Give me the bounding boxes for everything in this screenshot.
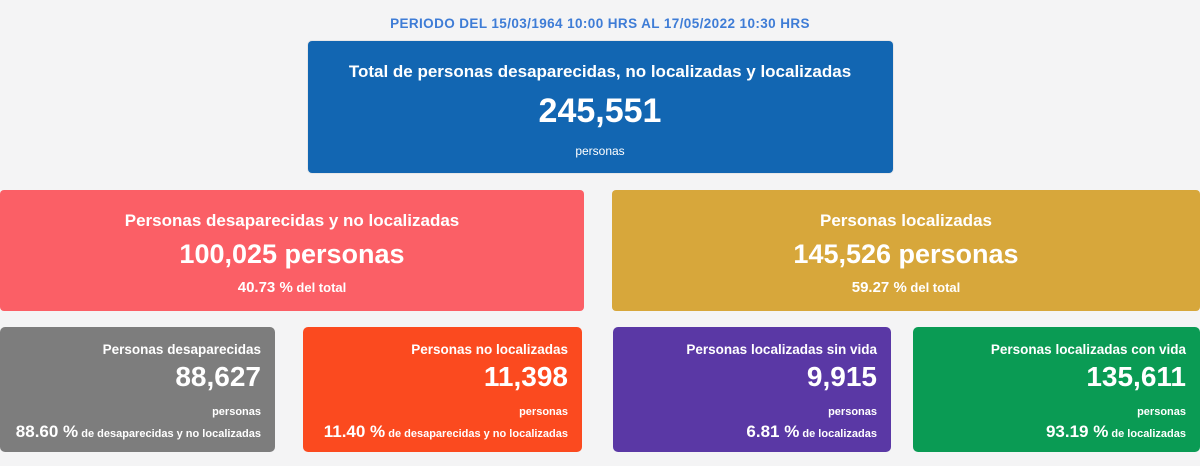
card-value: 88,627 [175,361,261,392]
period-label: PERIODO DEL 15/03/1964 10:00 HRS AL 17/0… [390,16,810,31]
card-personas-desaparecidas: Personas desaparecidas 88,627 personas 8… [0,327,275,452]
card-title: Personas localizadas con vida [990,342,1186,357]
card-value: 9,915 [806,361,877,392]
card-percent-line: 40.73 % del total [0,279,584,296]
percent-suffix: de desaparecidas y no localizadas [388,428,568,440]
detail-row: Personas desaparecidas 88,627 personas 8… [0,327,1200,452]
card-title: Personas desaparecidas y no localizadas [124,211,460,230]
percent-suffix: de desaparecidas y no localizadas [81,428,261,440]
card-localizadas-con-vida: Personas localizadas con vida 135,611 pe… [913,327,1200,452]
card-value: 11,398 [483,361,568,392]
card-personas-no-localizadas: Personas no localizadas 11,398 personas … [303,327,582,452]
card-value: 100,025 personas [179,239,405,269]
card-unit: personas [212,406,261,418]
percent-value: 59.27 % [851,279,907,296]
percent-value: 88.60 % [15,422,79,441]
percent-value: 11.40 % [323,422,386,441]
card-percent-line: 88.60 % de desaparecidas y no localizada… [14,422,261,442]
percent-value: 6.81 % [746,422,800,441]
percent-value: 93.19 % [1045,422,1109,441]
card-title: Personas desaparecidas [102,342,261,357]
percent-suffix: del total [910,280,961,295]
card-desaparecidas-no-localizadas: Personas desaparecidas y no localizadas … [0,190,584,311]
total-card-value: 245,551 [538,92,662,130]
card-unit: personas [828,406,877,418]
percent-suffix: del total [296,280,347,295]
summary-row: Personas desaparecidas y no localizadas … [0,190,1200,311]
card-title: Personas localizadas sin vida [686,342,877,357]
percent-suffix: de localizadas [802,428,877,440]
percent-suffix: de localizadas [1111,428,1186,440]
total-card-unit: personas [575,144,625,158]
percent-value: 40.73 % [237,279,293,296]
card-unit: personas [519,406,568,418]
total-persons-card: Total de personas desaparecidas, no loca… [307,41,893,173]
card-percent-line: 6.81 % de localizadas [627,422,877,442]
card-value: 145,526 personas [793,239,1019,269]
card-value: 135,611 [1086,361,1186,392]
card-title: Personas localizadas [820,211,992,230]
card-unit: personas [1137,406,1186,418]
card-percent-line: 93.19 % de localizadas [927,422,1186,442]
total-card-title: Total de personas desaparecidas, no loca… [348,62,852,81]
card-localizadas-sin-vida: Personas localizadas sin vida 9,915 pers… [613,327,891,452]
card-percent-line: 11.40 % de desaparecidas y no localizada… [317,422,568,442]
card-localizadas: Personas localizadas 145,526 personas 59… [612,190,1200,311]
card-percent-line: 59.27 % del total [612,279,1200,296]
card-title: Personas no localizadas [411,342,568,357]
